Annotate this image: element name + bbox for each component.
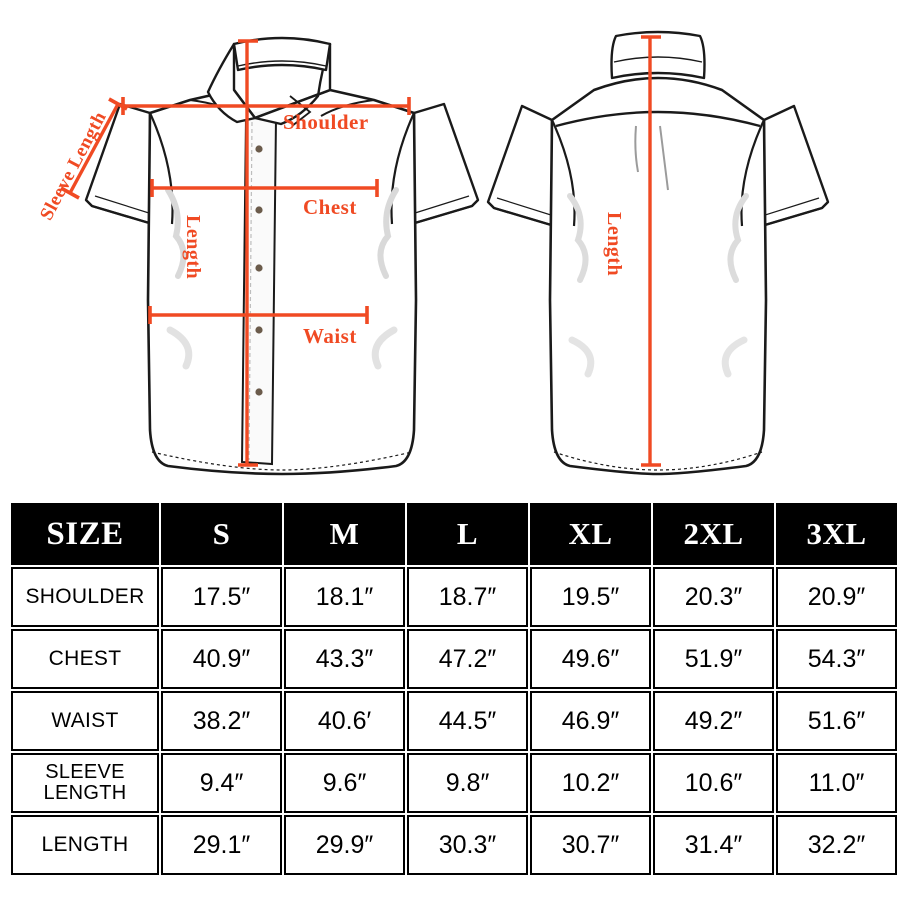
back-pleat-left [634, 125, 639, 173]
back-collar [610, 30, 706, 80]
cell-chest-3xl: 54.3″ [776, 629, 897, 689]
cell-length-xl: 30.7″ [530, 815, 651, 875]
table-header-row: SIZE S M L XL 2XL 3XL [11, 503, 897, 565]
front-body [146, 88, 418, 476]
row-label-waist: WAIST [11, 691, 159, 751]
front-fold-right [377, 187, 399, 279]
length-back-label: Length [603, 212, 625, 277]
table-row: CHEST 40.9″ 43.3″ 47.2″ 49.6″ 51.9″ 54.3… [11, 629, 897, 689]
cell-shoulder-3xl: 20.9″ [776, 567, 897, 627]
front-fold-right-low [371, 326, 398, 370]
header-cell-2xl: 2XL [653, 503, 774, 565]
cell-sleeve-xl: 10.2″ [530, 753, 651, 813]
cell-chest-2xl: 51.9″ [653, 629, 774, 689]
back-right-armhole [740, 119, 765, 227]
cell-shoulder-m: 18.1″ [284, 567, 405, 627]
header-cell-l: L [407, 503, 528, 565]
cell-waist-m: 40.6′ [284, 691, 405, 751]
cell-length-m: 29.9″ [284, 815, 405, 875]
back-fold-left [567, 193, 589, 283]
sleeve-length-measure-line [68, 103, 120, 194]
shirt-back-view [486, 30, 830, 476]
cell-length-s: 29.1″ [161, 815, 282, 875]
row-label-sleeve-line1: SLEEVE [45, 761, 125, 783]
row-label-sleeve-length: SLEEVE LENGTH [11, 753, 159, 813]
back-yoke-seam [555, 110, 761, 128]
front-left-armhole [148, 112, 174, 225]
cell-shoulder-l: 18.7″ [407, 567, 528, 627]
back-fold-right [727, 193, 749, 283]
cell-sleeve-3xl: 11.0″ [776, 753, 897, 813]
waist-label: Waist [303, 324, 357, 348]
cell-chest-m: 43.3″ [284, 629, 405, 689]
front-buttons [255, 145, 263, 396]
header-cell-size: SIZE [11, 503, 159, 565]
length-front-label: Length [182, 215, 204, 280]
shirt-front-view [84, 36, 480, 476]
back-body [548, 76, 768, 476]
table-row: WAIST 38.2″ 40.6′ 44.5″ 46.9″ 49.2″ 51.6… [11, 691, 897, 751]
measurement-lines [60, 35, 661, 467]
header-cell-s: S [161, 503, 282, 565]
cell-sleeve-l: 9.8″ [407, 753, 528, 813]
header-cell-3xl: 3XL [776, 503, 897, 565]
cell-chest-s: 40.9″ [161, 629, 282, 689]
cell-waist-l: 44.5″ [407, 691, 528, 751]
row-label-length: LENGTH [11, 815, 159, 875]
sleeve-length-tick-top [108, 97, 128, 111]
cell-length-3xl: 32.2″ [776, 815, 897, 875]
front-right-armhole [390, 112, 416, 225]
back-left-armhole [551, 119, 576, 227]
chest-label: Chest [303, 195, 357, 219]
table-row: SHOULDER 17.5″ 18.1″ 18.7″ 19.5″ 20.3″ 2… [11, 567, 897, 627]
cell-length-l: 30.3″ [407, 815, 528, 875]
table-row: SLEEVE LENGTH 9.4″ 9.6″ 9.8″ 10.2″ 10.6″… [11, 753, 897, 813]
sleeve-length-tick-bottom [60, 186, 80, 200]
cell-waist-s: 38.2″ [161, 691, 282, 751]
row-label-shoulder: SHOULDER [11, 567, 159, 627]
cell-chest-l: 47.2″ [407, 629, 528, 689]
header-cell-xl: XL [530, 503, 651, 565]
back-fold-left-low [568, 336, 595, 378]
front-fold-left [165, 187, 187, 279]
shoulder-label: Shoulder [283, 110, 369, 134]
row-label-chest: CHEST [11, 629, 159, 689]
front-collar-notch [289, 95, 312, 127]
front-collar-left [206, 42, 257, 124]
cell-sleeve-m: 9.6″ [284, 753, 405, 813]
cell-sleeve-2xl: 10.6″ [653, 753, 774, 813]
front-fold-left-low [166, 326, 193, 370]
back-pleat-right [659, 125, 669, 191]
cell-length-2xl: 31.4″ [653, 815, 774, 875]
front-hem-stitch [151, 451, 413, 471]
cell-sleeve-s: 9.4″ [161, 753, 282, 813]
cell-waist-xl: 46.9″ [530, 691, 651, 751]
header-cell-m: M [284, 503, 405, 565]
back-fold-right-low [721, 336, 748, 378]
size-chart-table: SIZE S M L XL 2XL 3XL SHOULDER 17.5″ 18.… [9, 501, 899, 877]
cell-shoulder-s: 17.5″ [161, 567, 282, 627]
cell-shoulder-xl: 19.5″ [530, 567, 651, 627]
back-collar-line [613, 56, 703, 63]
cell-waist-3xl: 51.6″ [776, 691, 897, 751]
cell-chest-xl: 49.6″ [530, 629, 651, 689]
front-placket-stitch [248, 121, 253, 461]
cell-waist-2xl: 49.2″ [653, 691, 774, 751]
cell-shoulder-2xl: 20.3″ [653, 567, 774, 627]
row-label-sleeve-line2: LENGTH [43, 782, 127, 804]
shirt-diagram: Shoulder Chest Waist Length Length Sleev… [36, 30, 830, 476]
table-row: LENGTH 29.1″ 29.9″ 30.3″ 30.7″ 31.4″ 32.… [11, 815, 897, 875]
